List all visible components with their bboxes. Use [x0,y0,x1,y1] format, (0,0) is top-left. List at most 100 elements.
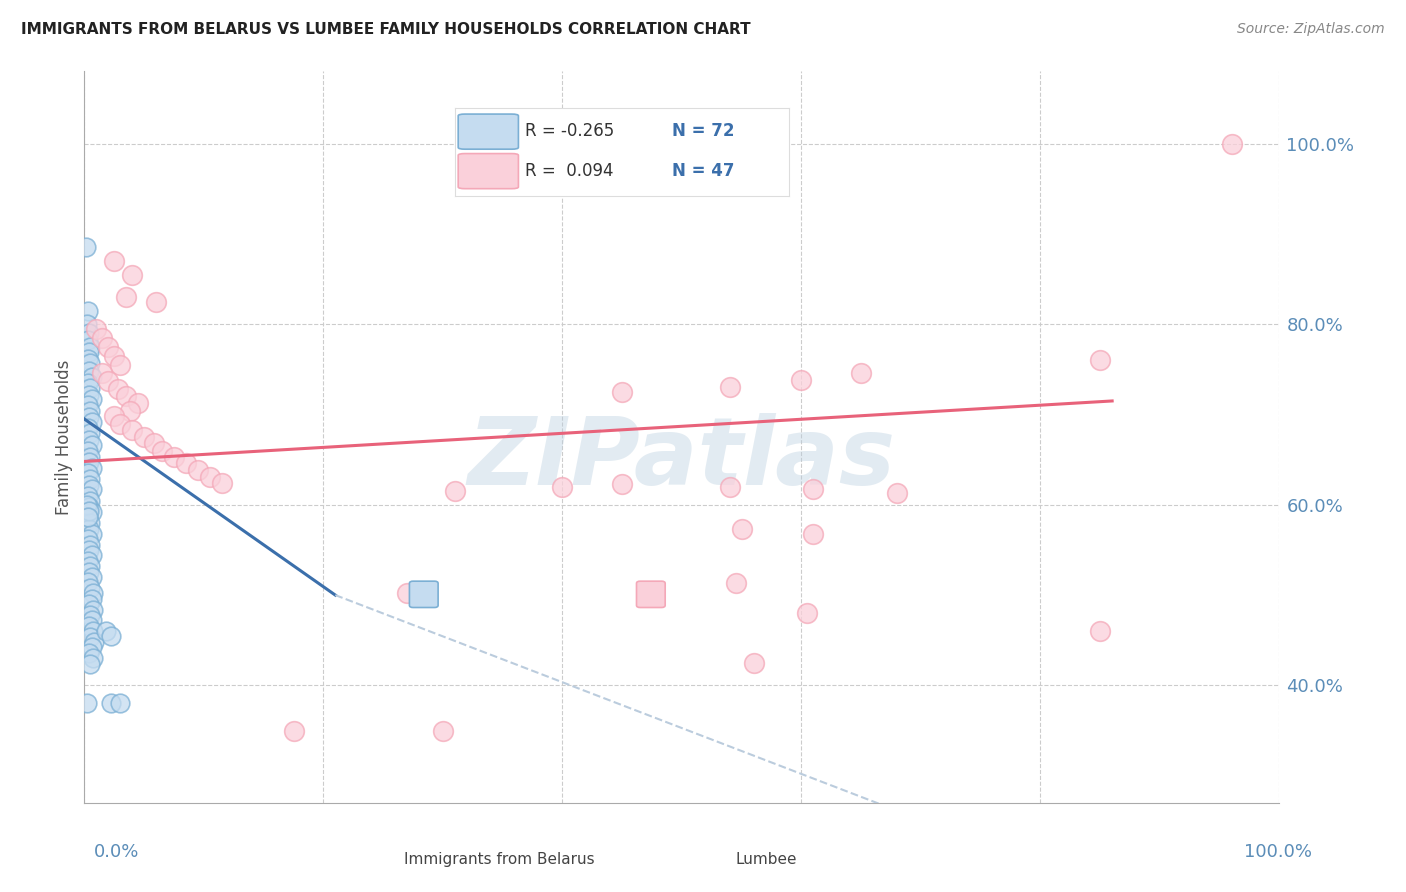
Point [77,376,100,390]
Point [432,724,454,739]
Point [91,331,114,345]
Point [80,640,103,655]
Point [803,526,825,541]
FancyBboxPatch shape [637,582,665,607]
Point [80,614,103,628]
Point [1220,136,1243,151]
Point [142,436,165,450]
Point [612,384,634,399]
Point [283,724,305,739]
Point [803,483,825,497]
Point [132,430,156,444]
Point [77,334,100,348]
Point [110,358,132,372]
Point [121,423,143,437]
Point [444,484,467,499]
Point [1090,353,1112,368]
Point [77,554,100,568]
Y-axis label: Family Households: Family Households [55,359,73,515]
Point [187,463,209,477]
Point [79,516,101,530]
Point [718,380,741,394]
Point [76,317,98,331]
Point [79,537,101,551]
Point [77,443,100,458]
Point [86,322,108,336]
Text: 0.0%: 0.0% [94,843,139,861]
Point [82,651,104,665]
Point [83,635,105,649]
Point [80,438,103,452]
Point [97,374,120,388]
Point [97,340,120,354]
Text: ZIPatlas: ZIPatlas [468,413,896,505]
Point [103,349,125,363]
Point [1090,624,1112,639]
Point [80,549,103,563]
Point [82,624,104,639]
Point [77,510,100,524]
Point [77,387,100,401]
Point [77,364,100,378]
Point [77,543,100,558]
Point [612,477,634,491]
Point [79,630,101,644]
Point [77,303,100,318]
Point [110,697,132,711]
Point [742,656,765,670]
Point [551,480,574,494]
Point [118,404,141,418]
Point [396,586,419,600]
Text: 100.0%: 100.0% [1244,843,1312,861]
Point [77,345,100,359]
Point [80,570,103,584]
Point [79,340,101,354]
Point [79,559,101,574]
Point [77,646,100,660]
Point [77,597,100,611]
Point [80,460,103,475]
Point [731,522,754,536]
Point [718,480,741,494]
Point [77,410,100,425]
Point [77,532,100,546]
Point [80,392,103,406]
Point [80,415,103,429]
Point [790,373,813,387]
Point [79,381,101,395]
Point [103,409,125,424]
Point [80,591,103,606]
Point [79,607,101,622]
Point [76,697,98,711]
Point [174,456,197,470]
Point [94,624,117,639]
Point [163,450,186,464]
Point [77,478,100,492]
Point [724,576,747,591]
Point [79,494,101,508]
Point [198,470,221,484]
Point [79,426,101,441]
Point [77,500,100,514]
Point [79,581,101,595]
Point [79,657,101,671]
Point [77,351,100,366]
Text: Immigrants from Belarus: Immigrants from Belarus [404,852,595,867]
Text: IMMIGRANTS FROM BELARUS VS LUMBEE FAMILY HOUSEHOLDS CORRELATION CHART: IMMIGRANTS FROM BELARUS VS LUMBEE FAMILY… [21,22,751,37]
Point [77,399,100,413]
Point [77,522,100,536]
Point [77,455,100,469]
Text: Source: ZipAtlas.com: Source: ZipAtlas.com [1237,22,1385,37]
Point [211,476,233,491]
Point [77,504,100,518]
Point [79,356,101,370]
Point [79,472,101,486]
Point [91,366,114,380]
Point [115,290,138,304]
Point [145,294,167,309]
FancyBboxPatch shape [409,582,439,607]
Point [127,396,149,410]
Point [77,510,100,524]
Point [110,417,132,431]
Text: Lumbee: Lumbee [735,852,797,867]
